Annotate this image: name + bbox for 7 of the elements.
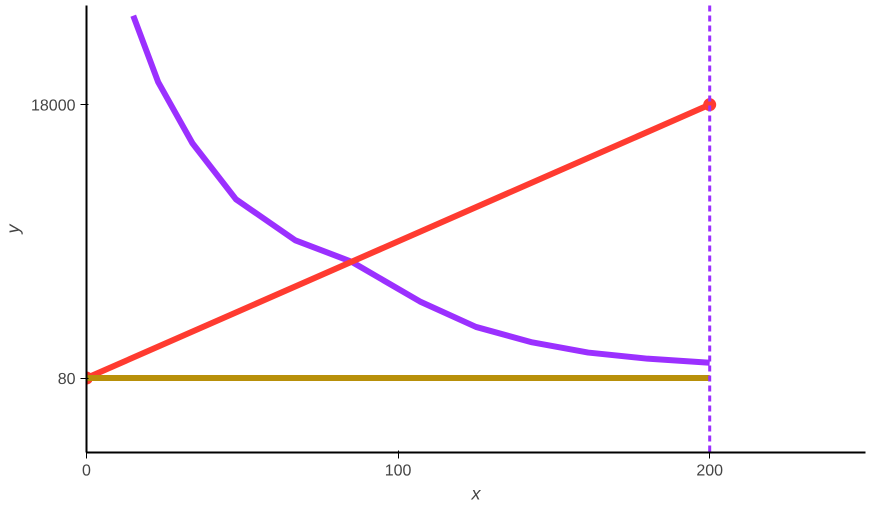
- x-tick-label: 200: [696, 462, 724, 480]
- x-axis-title: x: [470, 484, 482, 504]
- y-tick-label: 80: [58, 371, 76, 388]
- y-tick-label: 18000: [31, 98, 76, 115]
- x-tick-label: 100: [384, 462, 412, 480]
- x-tick-label: 0: [82, 462, 92, 480]
- y-axis-title: y: [3, 224, 24, 236]
